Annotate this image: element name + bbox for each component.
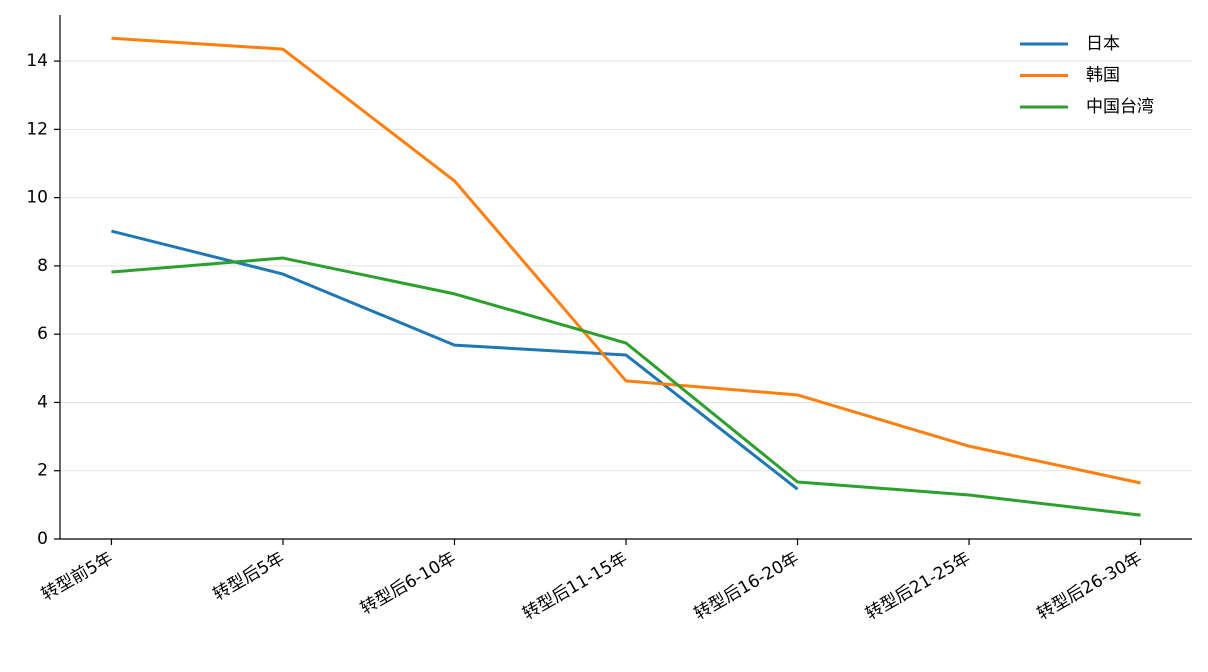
line-series [111,256,1141,517]
y-tick-label: 12 [26,119,48,139]
y-tick-label: 0 [37,529,48,549]
x-tick-label: 转型后11-15年 [519,548,631,624]
legend-label: 日本 [1086,34,1120,54]
y-tick-label: 14 [26,51,48,71]
x-tick-label: 转型后6-10年 [357,548,459,619]
line-series [111,36,1141,485]
line-series [111,229,799,491]
y-tick-label: 8 [37,256,48,276]
x-tick-label: 转型后26-30年 [1034,548,1146,624]
y-tick-label: 6 [37,324,48,344]
y-tick-label: 2 [37,461,48,481]
legend-label: 中国台湾 [1086,97,1154,117]
x-tick-label: 转型前5年 [38,548,116,605]
y-tick-label: 10 [26,188,48,208]
x-tick-label: 转型后16-20年 [691,548,803,624]
legend-label: 韩国 [1086,66,1120,86]
x-tick-label: 转型后21-25年 [862,548,974,624]
y-tick-label: 4 [37,392,48,412]
x-tick-label: 转型后5年 [210,548,288,605]
